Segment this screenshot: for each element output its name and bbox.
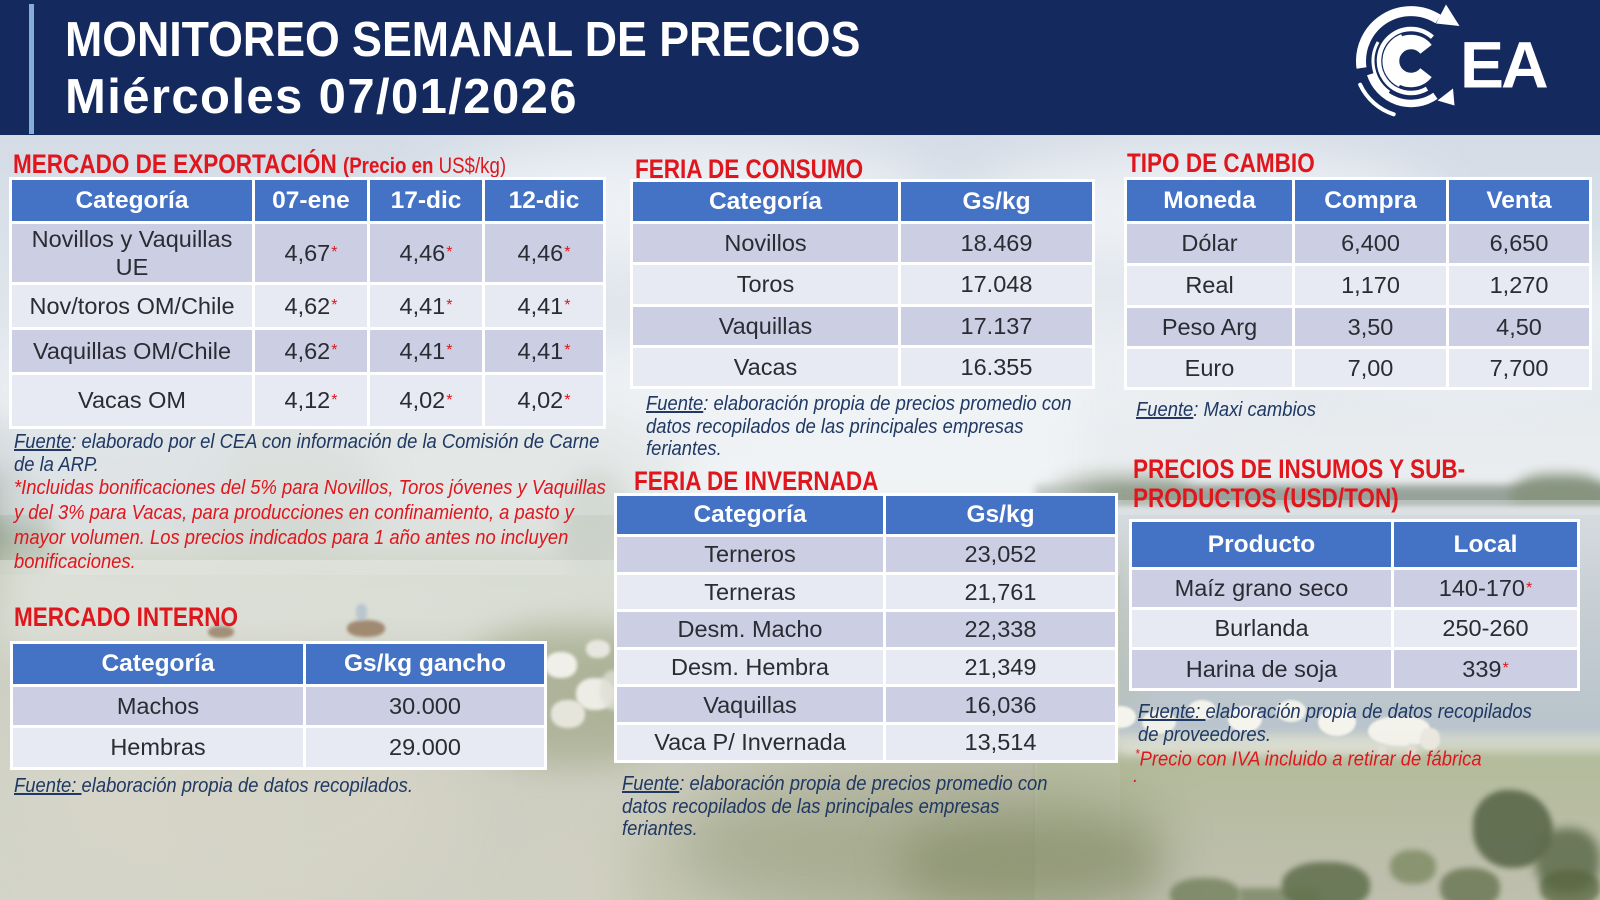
svg-text:EA: EA bbox=[1460, 28, 1547, 102]
